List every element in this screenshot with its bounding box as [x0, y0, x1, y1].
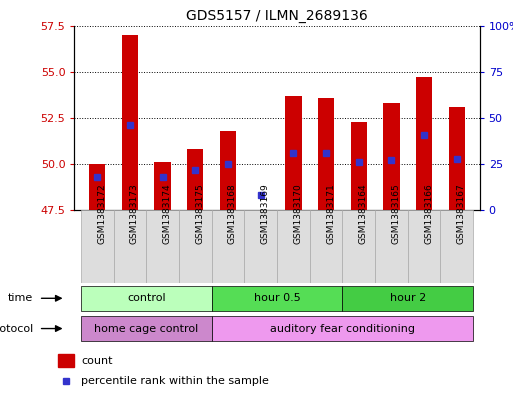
Bar	[122, 35, 138, 210]
Bar	[383, 103, 400, 210]
Bar	[441, 210, 473, 283]
Bar	[81, 316, 212, 341]
Bar	[342, 210, 375, 283]
Text: auditory fear conditioning: auditory fear conditioning	[270, 323, 415, 334]
Bar	[350, 121, 367, 210]
Bar	[81, 286, 212, 311]
Bar	[375, 210, 408, 283]
Text: count: count	[81, 356, 112, 366]
Bar	[416, 77, 432, 210]
Text: GSM1383171: GSM1383171	[326, 184, 335, 244]
Bar	[448, 107, 465, 210]
Bar	[310, 210, 342, 283]
Text: GSM1383170: GSM1383170	[293, 184, 302, 244]
Text: GSM1383174: GSM1383174	[163, 184, 172, 244]
Text: GSM1383164: GSM1383164	[359, 184, 368, 244]
Bar	[212, 210, 244, 283]
Text: hour 0.5: hour 0.5	[253, 293, 301, 303]
Bar	[58, 354, 74, 367]
Bar	[244, 210, 277, 283]
Text: time: time	[8, 293, 33, 303]
Text: home cage control: home cage control	[94, 323, 199, 334]
Text: GSM1383175: GSM1383175	[195, 184, 204, 244]
Text: protocol: protocol	[0, 323, 33, 334]
Bar	[81, 210, 113, 283]
Bar	[277, 210, 310, 283]
Bar	[212, 286, 342, 311]
Bar	[318, 97, 334, 210]
Bar	[212, 316, 473, 341]
Bar	[285, 96, 302, 210]
Text: GSM1383173: GSM1383173	[130, 184, 139, 244]
Bar	[89, 164, 106, 210]
Text: GSM1383168: GSM1383168	[228, 184, 237, 244]
Bar	[179, 210, 212, 283]
Bar	[342, 286, 473, 311]
Bar	[146, 210, 179, 283]
Text: control: control	[127, 293, 166, 303]
Text: GSM1383167: GSM1383167	[457, 184, 466, 244]
Bar	[113, 210, 146, 283]
Bar	[220, 131, 236, 210]
Text: hour 2: hour 2	[390, 293, 426, 303]
Bar	[408, 210, 441, 283]
Text: GSM1383172: GSM1383172	[97, 184, 106, 244]
Text: GSM1383166: GSM1383166	[424, 184, 433, 244]
Bar	[154, 162, 171, 210]
Bar	[187, 149, 204, 210]
Text: GSM1383165: GSM1383165	[391, 184, 401, 244]
Text: percentile rank within the sample: percentile rank within the sample	[81, 376, 269, 386]
Text: GSM1383169: GSM1383169	[261, 184, 270, 244]
Title: GDS5157 / ILMN_2689136: GDS5157 / ILMN_2689136	[186, 9, 368, 23]
